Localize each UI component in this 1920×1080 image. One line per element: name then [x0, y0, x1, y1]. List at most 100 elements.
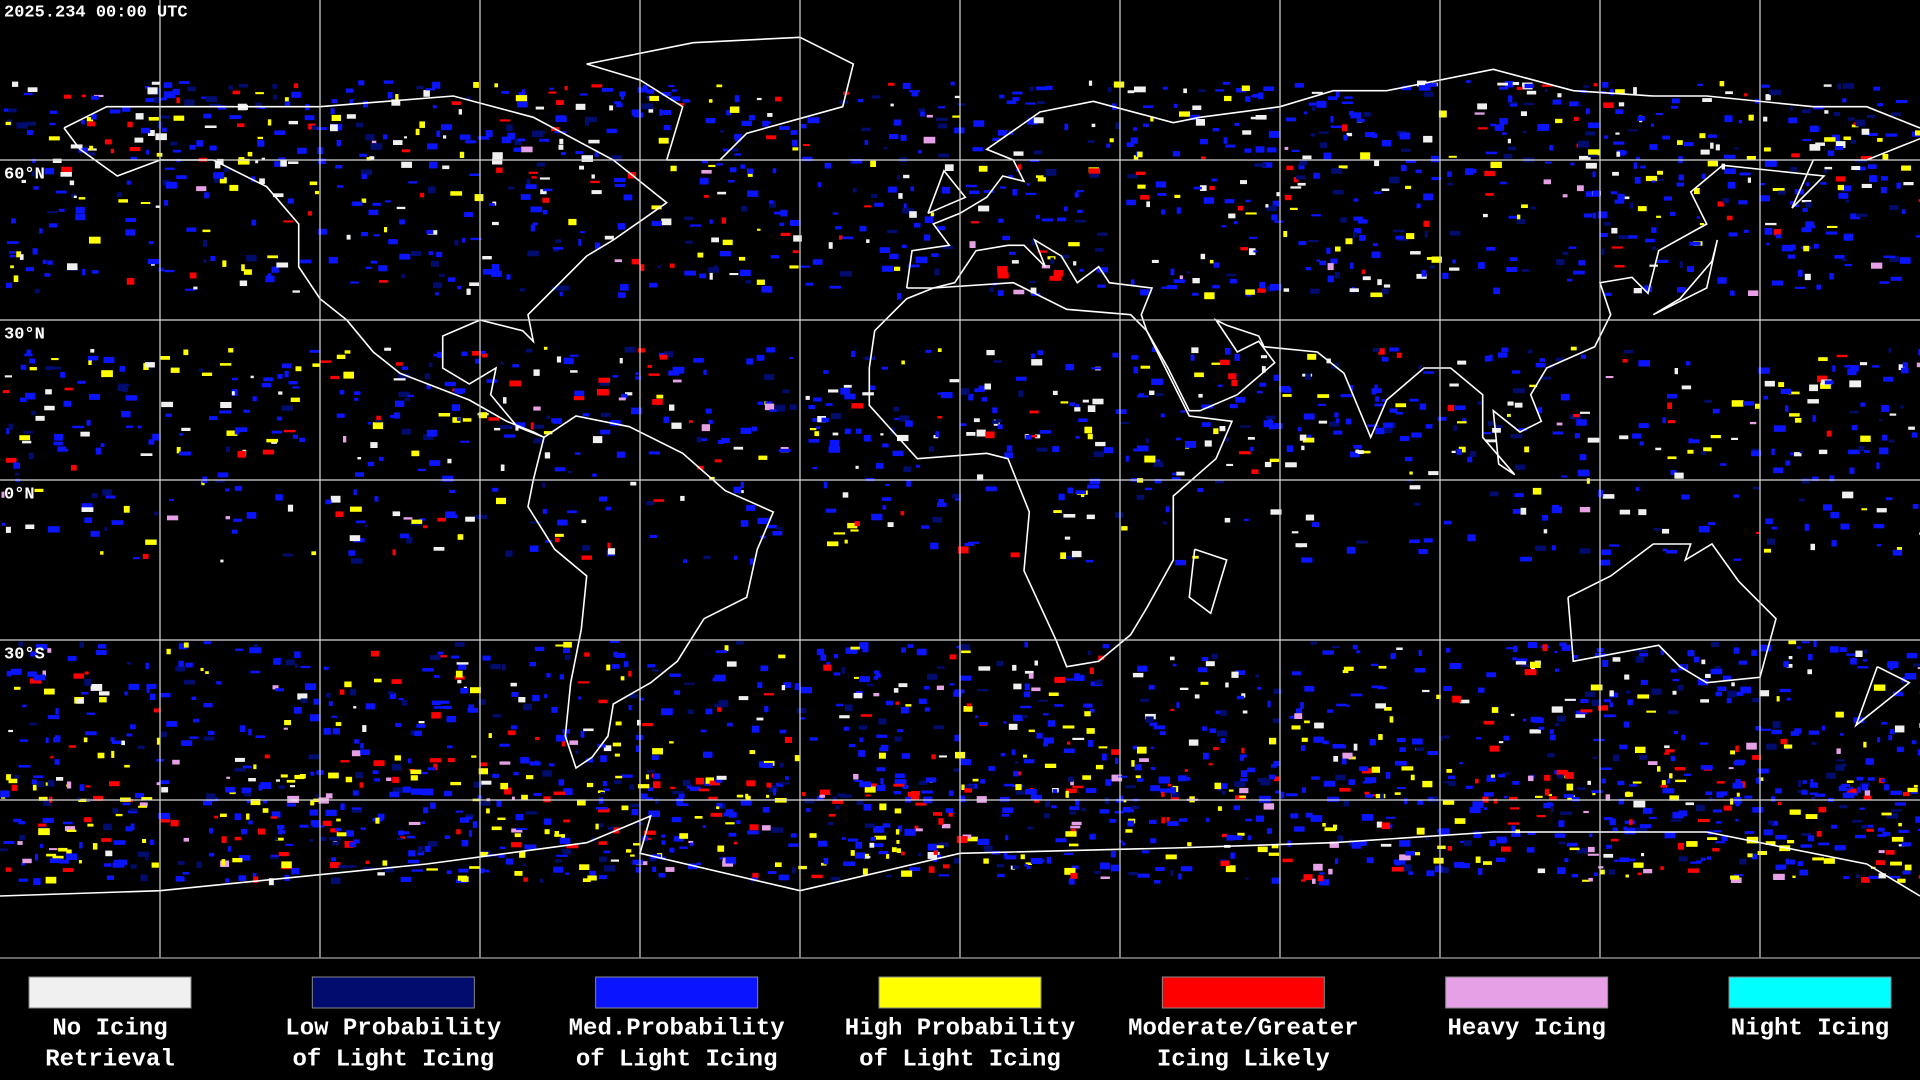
icing-pixel	[616, 451, 626, 458]
icing-pixel	[55, 735, 61, 742]
icing-pixel	[1667, 456, 1677, 460]
icing-pixel	[819, 794, 825, 798]
icing-pixel	[57, 448, 69, 452]
icing-pixel	[1220, 860, 1230, 867]
icing-pixel	[447, 758, 455, 763]
icing-pixel	[186, 665, 193, 668]
icing-pixel	[1535, 795, 1543, 798]
icing-pixel	[443, 705, 452, 710]
icing-pixel	[1093, 451, 1104, 457]
icing-pixel	[1624, 792, 1633, 797]
icing-pixel	[855, 852, 865, 859]
icing-pixel	[1690, 861, 1702, 864]
icing-pixel	[1868, 132, 1878, 136]
icing-pixel	[1498, 741, 1504, 744]
icing-pixel	[1771, 448, 1775, 456]
icing-pixel	[1026, 865, 1031, 869]
icing-pixel	[337, 185, 344, 188]
icing-pixel	[1671, 98, 1680, 104]
icing-pixel	[1262, 162, 1273, 168]
icing-pixel	[1331, 168, 1343, 174]
icing-pixel	[1733, 874, 1744, 877]
icing-pixel	[410, 769, 422, 775]
icing-pixel	[363, 867, 374, 870]
icing-pixel	[1399, 747, 1406, 752]
icing-pixel	[757, 401, 764, 405]
icing-pixel	[1639, 441, 1644, 446]
icing-pixel	[591, 84, 603, 88]
icing-pixel	[492, 714, 502, 718]
icing-pixel	[1579, 155, 1591, 161]
icing-pixel	[142, 553, 149, 559]
icing-pixel	[844, 393, 856, 400]
icing-pixel	[764, 403, 775, 411]
icing-pixel	[1179, 275, 1183, 280]
icing-pixel	[1258, 795, 1271, 803]
icing-pixel	[672, 366, 685, 374]
icing-pixel	[1881, 721, 1888, 725]
icing-pixel	[426, 229, 434, 235]
icing-pixel	[350, 281, 359, 284]
icing-pixel	[661, 218, 672, 226]
icing-pixel	[141, 127, 151, 134]
icing-pixel	[426, 429, 438, 437]
icing-pixel	[1091, 367, 1102, 370]
icing-pixel	[492, 152, 503, 159]
icing-pixel	[1868, 875, 1880, 879]
icing-pixel	[931, 253, 939, 257]
icing-pixel	[1771, 796, 1776, 802]
icing-pixel	[698, 788, 709, 792]
icing-pixel	[1106, 143, 1111, 148]
icing-pixel	[1676, 182, 1685, 187]
icing-pixel	[221, 836, 227, 843]
icing-pixel	[178, 660, 184, 667]
icing-pixel	[1699, 133, 1706, 139]
icing-pixel	[878, 752, 886, 759]
icing-pixel	[1489, 840, 1496, 847]
icing-pixel	[1240, 180, 1247, 185]
icing-pixel	[60, 172, 72, 177]
icing-pixel	[1797, 861, 1803, 866]
icing-pixel	[90, 530, 100, 537]
icing-pixel	[1499, 181, 1507, 185]
icing-pixel	[1130, 137, 1138, 144]
icing-pixel	[1877, 544, 1882, 547]
icing-pixel	[1474, 112, 1485, 115]
icing-pixel	[950, 81, 955, 86]
icing-pixel	[1146, 201, 1150, 208]
icing-pixel	[1723, 805, 1732, 811]
icing-pixel	[1618, 798, 1624, 805]
icing-pixel	[32, 248, 38, 255]
icing-pixel	[842, 492, 849, 498]
icing-pixel	[1507, 822, 1520, 825]
icing-pixel	[1395, 403, 1407, 408]
icing-pixel	[1388, 176, 1400, 184]
icing-pixel	[106, 875, 114, 881]
icing-pixel	[604, 235, 614, 240]
icing-pixel	[1424, 92, 1434, 97]
icing-pixel	[1241, 747, 1245, 754]
icing-pixel	[335, 165, 343, 169]
icing-pixel	[936, 845, 944, 849]
icing-pixel	[172, 88, 180, 95]
icing-pixel	[579, 231, 585, 234]
icing-pixel	[437, 651, 444, 655]
icing-pixel	[968, 393, 974, 401]
icing-pixel	[1503, 153, 1513, 159]
icing-pixel	[574, 452, 581, 455]
icing-pixel	[952, 115, 960, 118]
icing-pixel	[43, 800, 52, 806]
icing-pixel	[1322, 823, 1326, 827]
icing-pixel	[478, 801, 491, 806]
icing-pixel	[1615, 89, 1625, 94]
icing-pixel	[1418, 650, 1422, 656]
icing-pixel	[184, 679, 195, 685]
icing-pixel	[1850, 213, 1861, 220]
icing-pixel	[1866, 828, 1874, 832]
icing-pixel	[310, 820, 321, 826]
icing-pixel	[119, 366, 125, 372]
icing-pixel	[1069, 811, 1077, 815]
icing-pixel	[859, 225, 867, 232]
icing-pixel	[1064, 748, 1075, 753]
icing-pixel	[1010, 552, 1020, 558]
